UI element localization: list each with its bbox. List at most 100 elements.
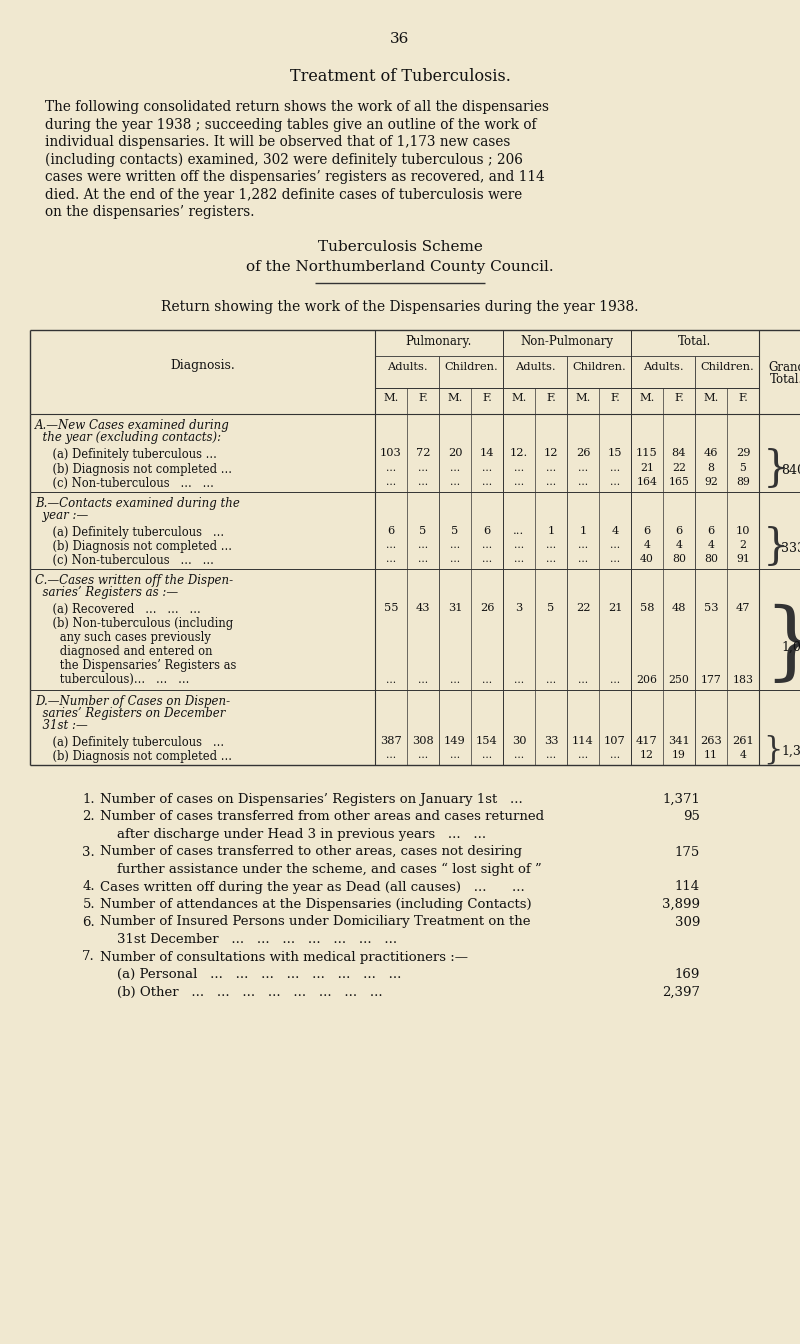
- Text: (c) Non-tuberculous   ...   ...: (c) Non-tuberculous ... ...: [38, 477, 214, 491]
- Text: Number of cases transferred to other areas, cases not desiring: Number of cases transferred to other are…: [100, 845, 522, 859]
- Text: 107: 107: [604, 737, 626, 746]
- Text: Treatment of Tuberculosis.: Treatment of Tuberculosis.: [290, 69, 510, 85]
- Text: 3.: 3.: [82, 845, 95, 859]
- Text: ...: ...: [546, 750, 556, 759]
- Text: (a) Definitely tuberculous   ...: (a) Definitely tuberculous ...: [38, 526, 224, 539]
- Text: 30: 30: [512, 737, 526, 746]
- Text: M.: M.: [511, 392, 526, 403]
- Text: }: }: [763, 526, 790, 567]
- Text: 341: 341: [668, 737, 690, 746]
- Text: ...: ...: [514, 750, 524, 759]
- Text: ...: ...: [450, 540, 460, 550]
- Text: (c) Non-tuberculous   ...   ...: (c) Non-tuberculous ... ...: [38, 554, 214, 567]
- Text: 4: 4: [707, 540, 714, 550]
- Text: 165: 165: [669, 477, 690, 487]
- Text: M.: M.: [575, 392, 590, 403]
- Text: 2: 2: [739, 540, 746, 550]
- Text: 5: 5: [547, 603, 554, 613]
- Text: 4.: 4.: [82, 880, 95, 894]
- Text: ...: ...: [546, 554, 556, 564]
- Text: (b) Diagnosis not completed ...: (b) Diagnosis not completed ...: [38, 540, 232, 552]
- Text: ...: ...: [610, 675, 620, 685]
- Text: 175: 175: [674, 845, 700, 859]
- Text: 55: 55: [384, 603, 398, 613]
- Text: Pulmonary.: Pulmonary.: [406, 335, 472, 348]
- Text: 12: 12: [640, 750, 654, 759]
- Text: ...: ...: [514, 477, 524, 487]
- Text: Adults.: Adults.: [386, 362, 427, 372]
- Text: ...: ...: [514, 675, 524, 685]
- Text: the Dispensaries’ Registers as: the Dispensaries’ Registers as: [38, 659, 236, 672]
- Text: ...: ...: [450, 675, 460, 685]
- Text: the year (excluding contacts):: the year (excluding contacts):: [35, 431, 221, 444]
- Text: ...: ...: [386, 750, 396, 759]
- Text: (a) Definitely tuberculous ...: (a) Definitely tuberculous ...: [38, 448, 217, 461]
- Text: (a) Definitely tuberculous   ...: (a) Definitely tuberculous ...: [38, 737, 224, 749]
- Text: ...: ...: [514, 462, 524, 473]
- Text: ...: ...: [514, 540, 524, 550]
- Text: ...: ...: [482, 462, 492, 473]
- Text: The following consolidated return shows the work of all the dispensaries: The following consolidated return shows …: [45, 99, 549, 114]
- Text: 21: 21: [608, 603, 622, 613]
- Text: 6: 6: [483, 526, 490, 536]
- Text: during the year 1938 ; succeeding tables give an outline of the work of: during the year 1938 ; succeeding tables…: [45, 117, 537, 132]
- Text: Children.: Children.: [572, 362, 626, 372]
- Text: 250: 250: [669, 675, 690, 685]
- Text: ...: ...: [482, 477, 492, 487]
- Text: 333: 333: [781, 542, 800, 555]
- Text: 72: 72: [416, 448, 430, 458]
- Text: 48: 48: [672, 603, 686, 613]
- Text: ...: ...: [418, 462, 428, 473]
- Text: 115: 115: [636, 448, 658, 458]
- Text: ...: ...: [418, 554, 428, 564]
- Text: 4: 4: [675, 540, 682, 550]
- Text: 149: 149: [444, 737, 466, 746]
- Text: Total.: Total.: [770, 374, 800, 386]
- Text: }: }: [763, 603, 800, 687]
- Text: 20: 20: [448, 448, 462, 458]
- Text: 177: 177: [701, 675, 722, 685]
- Text: ...: ...: [546, 675, 556, 685]
- Text: ...: ...: [578, 554, 588, 564]
- Text: 1,022: 1,022: [781, 641, 800, 655]
- Text: 1: 1: [579, 526, 586, 536]
- Text: ...: ...: [450, 462, 460, 473]
- Text: ...: ...: [482, 675, 492, 685]
- Text: }: }: [763, 448, 790, 491]
- Text: B.—Contacts examined during the: B.—Contacts examined during the: [35, 497, 240, 509]
- Text: 263: 263: [700, 737, 722, 746]
- Text: 80: 80: [672, 554, 686, 564]
- Text: 387: 387: [380, 737, 402, 746]
- Text: ...: ...: [610, 462, 620, 473]
- Text: Number of attendances at the Dispensaries (including Contacts): Number of attendances at the Dispensarie…: [100, 898, 532, 911]
- Text: 40: 40: [640, 554, 654, 564]
- Text: Number of consultations with medical practitioners :—: Number of consultations with medical pra…: [100, 950, 468, 964]
- Text: 89: 89: [736, 477, 750, 487]
- Text: ...: ...: [418, 675, 428, 685]
- Text: ...: ...: [546, 462, 556, 473]
- Text: Children.: Children.: [700, 362, 754, 372]
- Text: diagnosed and entered on: diagnosed and entered on: [38, 645, 213, 659]
- Text: 309: 309: [674, 915, 700, 929]
- Text: (b) Non-tuberculous (including: (b) Non-tuberculous (including: [38, 617, 234, 630]
- Text: Adults.: Adults.: [514, 362, 555, 372]
- Text: 4: 4: [643, 540, 650, 550]
- Text: 6.: 6.: [82, 915, 95, 929]
- Text: 11: 11: [704, 750, 718, 759]
- Text: 169: 169: [674, 968, 700, 981]
- Text: 31st December   ...   ...   ...   ...   ...   ...   ...: 31st December ... ... ... ... ... ... ..…: [100, 933, 397, 946]
- Text: of the Northumberland County Council.: of the Northumberland County Council.: [246, 259, 554, 274]
- Text: 19: 19: [672, 750, 686, 759]
- Text: 31st :—: 31st :—: [35, 719, 88, 732]
- Text: 80: 80: [704, 554, 718, 564]
- Text: ...: ...: [578, 462, 588, 473]
- Text: M.: M.: [447, 392, 462, 403]
- Text: 3: 3: [515, 603, 522, 613]
- Text: 1: 1: [547, 526, 554, 536]
- Text: individual dispensaries. It will be observed that of 1,173 new cases: individual dispensaries. It will be obse…: [45, 134, 510, 149]
- Text: 95: 95: [683, 810, 700, 824]
- Text: 8: 8: [707, 462, 714, 473]
- Text: 36: 36: [390, 32, 410, 46]
- Text: Return showing the work of the Dispensaries during the year 1938.: Return showing the work of the Dispensar…: [162, 300, 638, 314]
- Text: 91: 91: [736, 554, 750, 564]
